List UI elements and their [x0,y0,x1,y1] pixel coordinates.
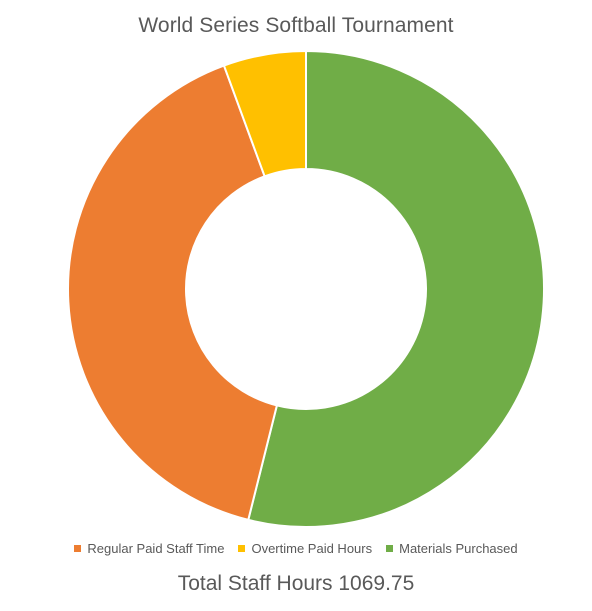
legend-swatch-materials-purchased [386,545,394,552]
chart-title: World Series Softball Tournament [138,14,454,37]
legend-swatch-overtime-paid-hours [238,545,246,552]
total-staff-hours-caption: Total Staff Hours 1069.75 [177,572,415,595]
legend-label-regular-paid-staff-time: Regular Paid Staff Time [87,541,225,556]
legend-item-regular-paid-staff-time: Regular Paid Staff Time [74,541,224,556]
donut-slice-overtime-paid-hours [222,49,307,178]
chart-legend: Regular Paid Staff Time Overtime Paid Ho… [0,541,592,556]
donut-slice-materials-purchased [247,49,545,528]
legend-item-overtime-paid-hours: Overtime Paid Hours [238,541,372,556]
donut-slice-regular-paid-staff-time [67,64,279,522]
legend-item-materials-purchased: Materials Purchased [386,541,518,556]
legend-label-materials-purchased: Materials Purchased [399,541,518,556]
legend-swatch-regular-paid-staff-time [74,545,82,552]
donut-slices [67,49,545,528]
legend-label-overtime-paid-hours: Overtime Paid Hours [251,541,373,556]
